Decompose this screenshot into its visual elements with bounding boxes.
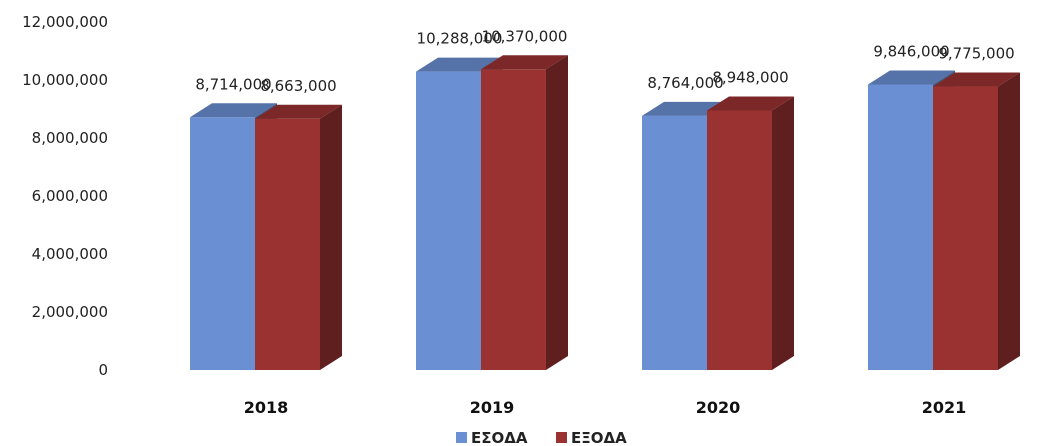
y-tick-label: 12,000,000	[22, 13, 108, 31]
bar-top-face	[933, 72, 1020, 87]
data-label: 8,714,000	[195, 75, 271, 93]
bar-front-face	[707, 110, 772, 371]
legend-item: ΕΣΟΔΑ	[456, 429, 528, 446]
bars	[190, 55, 1020, 371]
x-axis: 2018 2019 2020 2021	[244, 398, 967, 417]
bar-front-face	[416, 71, 481, 370]
bar-top-face	[868, 70, 955, 85]
x-tick-label: 2018	[244, 398, 289, 417]
bar-top-face	[190, 103, 277, 118]
bar-front-face	[642, 115, 707, 371]
legend: ΕΣΟΔΑ ΕΞΟΔΑ	[456, 429, 627, 446]
y-tick-label: 8,000,000	[32, 129, 108, 147]
legend-swatch	[456, 432, 467, 443]
data-label: 8,663,000	[260, 77, 336, 95]
x-tick-label: 2021	[922, 398, 967, 417]
bar	[933, 72, 1020, 371]
bar-front-face	[190, 117, 255, 370]
x-tick-label: 2020	[696, 398, 741, 417]
bar-front-face	[481, 69, 546, 371]
bar-front-face	[255, 118, 320, 370]
bar-side-face	[546, 55, 568, 371]
bar-side-face	[998, 72, 1020, 371]
bar	[481, 55, 568, 371]
bar	[255, 104, 342, 370]
bar-top-face	[707, 96, 794, 111]
data-label: 9,775,000	[938, 45, 1014, 63]
bar-top-face	[255, 104, 342, 119]
bar-front-face	[868, 84, 933, 370]
bar-side-face	[772, 96, 794, 371]
bar	[707, 96, 794, 371]
x-tick-label: 2019	[470, 398, 515, 417]
data-label: 8,764,000	[647, 74, 723, 92]
data-label: 9,846,000	[873, 42, 949, 60]
y-tick-label: 2,000,000	[32, 303, 108, 321]
y-tick-label: 10,000,000	[22, 71, 108, 89]
data-label: 10,288,000	[417, 30, 503, 48]
legend-swatch	[556, 432, 567, 443]
bar-top-face	[416, 57, 503, 72]
legend-item: ΕΞΟΔΑ	[556, 429, 627, 446]
bar-side-face	[320, 104, 342, 370]
y-tick-label: 0	[98, 361, 108, 379]
bar-top-face	[481, 55, 568, 70]
bar-front-face	[933, 86, 998, 371]
y-tick-label: 6,000,000	[32, 187, 108, 205]
data-label: 10,370,000	[482, 27, 568, 45]
legend-label: ΕΣΟΔΑ	[471, 429, 528, 446]
y-tick-label: 4,000,000	[32, 245, 108, 263]
data-label: 8,948,000	[712, 69, 788, 87]
y-axis: 0 2,000,000 4,000,000 6,000,000 8,000,000 10,…	[22, 13, 108, 379]
legend-label: ΕΞΟΔΑ	[571, 429, 627, 446]
